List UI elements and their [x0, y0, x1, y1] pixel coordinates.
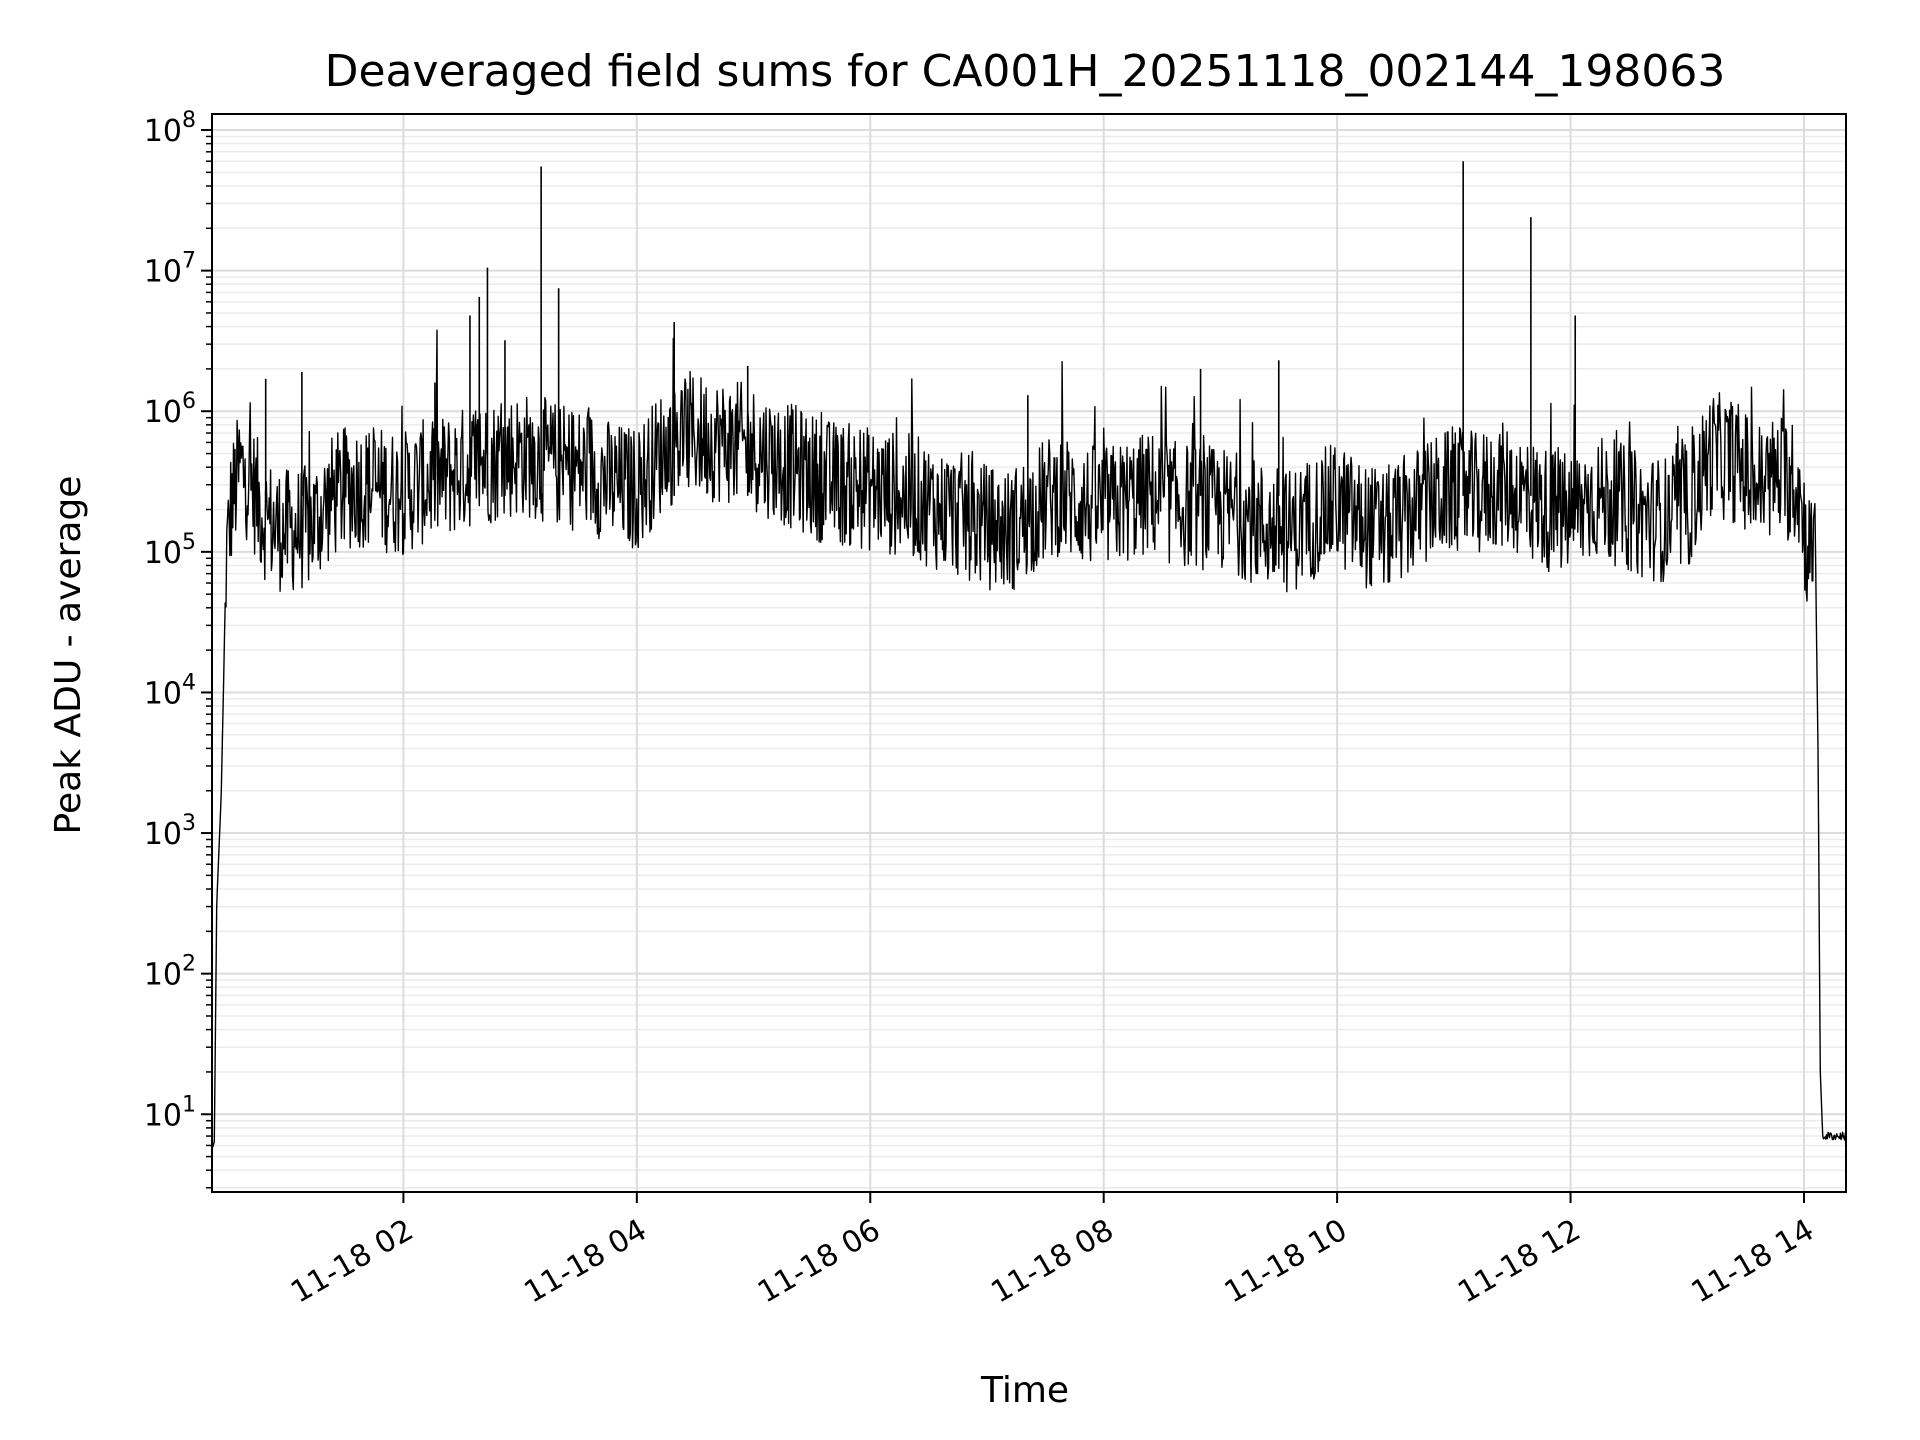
axes-layer: 101 102 103 104 105 106 107 108 11-18 02 11-18 04…: [144, 108, 1847, 1311]
y-tick-label: 108: [144, 108, 196, 149]
x-tick-label: 11-18 10: [1219, 1213, 1353, 1311]
x-tick-label: 11-18 08: [985, 1213, 1119, 1311]
x-tick-label: 11-18 04: [519, 1213, 653, 1311]
x-tick-label: 11-18 14: [1686, 1213, 1820, 1311]
y-tick-label: 106: [144, 389, 196, 430]
x-tick-label: 11-18 02: [285, 1213, 419, 1311]
plot-frame: [211, 113, 1847, 1193]
y-tick-label: 101: [144, 1092, 196, 1133]
y-tick-label: 105: [144, 530, 196, 571]
chart-title: Deaveraged field sums for CA001H_2025111…: [325, 46, 1726, 97]
y-tick-label: 102: [144, 952, 196, 993]
y-tick-label: 104: [144, 670, 196, 711]
x-tick-label: 11-18 06: [752, 1213, 886, 1311]
x-axis-label: Time: [980, 1370, 1069, 1411]
y-tick-label: 103: [144, 811, 196, 852]
x-tick-label: 11-18 12: [1452, 1213, 1586, 1311]
y-tick-label: 107: [144, 249, 196, 290]
grid-layer: [212, 114, 1846, 1192]
series-line-field-sums: [211, 329, 1847, 1148]
y-axis-label: Peak ADU - average: [48, 476, 89, 835]
series-layer: [211, 161, 1847, 1148]
